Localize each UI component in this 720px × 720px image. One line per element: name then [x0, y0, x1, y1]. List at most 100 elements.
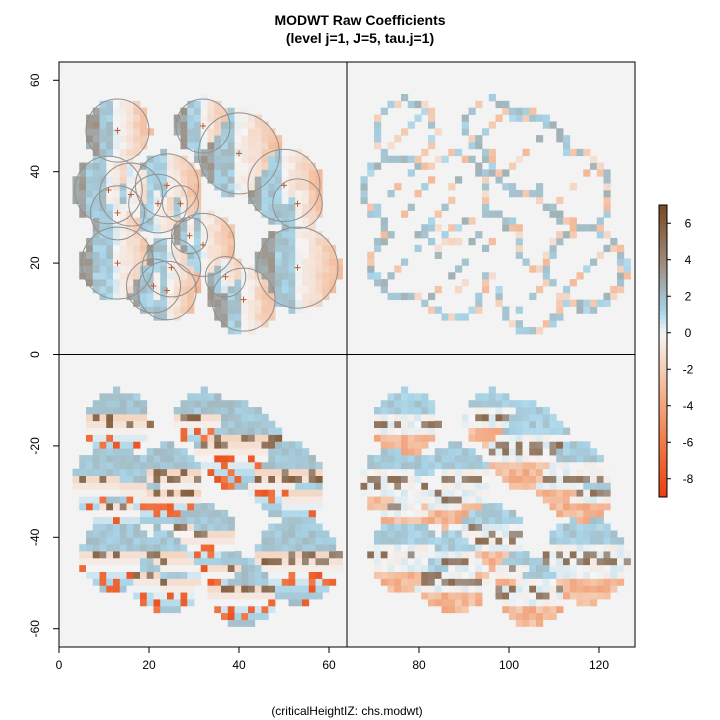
coefficient-cell — [160, 162, 168, 170]
coefficient-cell — [79, 557, 87, 566]
coefficient-cell — [113, 489, 121, 497]
coefficient-cell — [214, 162, 222, 170]
coefficient-cell — [113, 155, 121, 163]
coefficient-cell — [590, 537, 598, 545]
coefficient-cell — [248, 121, 256, 129]
coefficient-cell — [153, 244, 161, 253]
coefficient-cell — [522, 599, 530, 607]
coefficient-cell — [295, 224, 303, 232]
coefficient-cell — [603, 557, 611, 566]
coefficient-cell — [207, 299, 215, 307]
colorbar-segment — [659, 469, 667, 475]
coefficient-cell — [401, 530, 409, 538]
coefficient-cell — [315, 461, 323, 470]
coefficient-cell — [133, 203, 141, 211]
coefficient-cell — [221, 189, 229, 198]
coefficient-cell — [180, 509, 188, 518]
coefficient-cell — [281, 557, 289, 566]
coefficient-cell — [106, 244, 114, 253]
coefficient-cell — [295, 258, 303, 266]
coefficient-cell — [153, 564, 161, 572]
coefficient-cell — [549, 420, 557, 429]
coefficient-cell — [428, 141, 436, 150]
coefficient-cell — [92, 448, 100, 456]
coefficient-cell — [173, 455, 181, 463]
coefficient-cell — [221, 285, 229, 294]
coefficient-cell — [374, 461, 382, 470]
coefficient-cell — [92, 455, 100, 463]
coefficient-cell — [241, 114, 249, 122]
coefficient-cell — [194, 441, 202, 449]
colorbar-tick-label: 0 — [685, 326, 692, 340]
coefficient-cell — [187, 217, 195, 225]
coefficient-cell — [234, 400, 242, 408]
coefficient-cell — [227, 162, 235, 170]
coefficient-cell — [563, 292, 571, 301]
coefficient-cell — [414, 496, 422, 504]
coefficient-cell — [569, 224, 577, 232]
coefficient-cell — [227, 251, 235, 259]
coefficient-cell — [502, 599, 510, 607]
coefficient-cell — [227, 400, 235, 408]
coefficient-cell — [374, 279, 382, 287]
coefficient-cell — [495, 393, 503, 401]
coefficient-cell — [99, 530, 107, 538]
coefficient-cell — [367, 489, 375, 497]
coefficient-cell — [482, 203, 490, 211]
coefficient-cell — [563, 571, 571, 579]
coefficient-cell — [380, 237, 388, 246]
coefficient-cell — [254, 468, 262, 477]
coefficient-cell — [86, 496, 94, 504]
coefficient-cell — [126, 217, 134, 225]
coefficient-cell — [113, 427, 121, 435]
coefficient-cell — [146, 571, 154, 579]
coefficient-cell — [374, 427, 382, 435]
coefficient-cell — [113, 448, 121, 456]
coefficient-cell — [509, 605, 517, 614]
coefficient-cell — [576, 578, 584, 586]
coefficient-cell — [227, 516, 235, 525]
coefficient-cell — [214, 605, 222, 614]
coefficient-cell — [92, 482, 100, 490]
coefficient-cell — [99, 189, 107, 198]
coefficient-cell — [133, 231, 141, 239]
coefficient-cell — [99, 100, 107, 109]
coefficient-cell — [387, 551, 395, 559]
coefficient-cell — [275, 461, 283, 470]
coefficient-cell — [99, 393, 107, 401]
coefficient-cell — [99, 448, 107, 456]
coefficient-cell — [302, 578, 310, 586]
coefficient-cell — [509, 320, 517, 328]
coefficient-cell — [207, 128, 215, 136]
coefficient-cell — [482, 244, 490, 253]
coefficient-cell — [428, 217, 436, 225]
coefficient-cell — [461, 468, 469, 477]
coefficient-cell — [221, 313, 229, 321]
coefficient-cell — [434, 592, 442, 600]
coefficient-cell — [387, 509, 395, 518]
coefficient-cell — [475, 544, 483, 552]
coefficient-cell — [617, 564, 625, 572]
colorbar-segment — [659, 392, 667, 398]
coefficient-cell — [268, 551, 276, 559]
coefficient-cell — [374, 557, 382, 566]
coefficient-cell — [187, 489, 195, 497]
coefficient-cell — [569, 461, 577, 470]
coefficient-cell — [308, 210, 316, 218]
x-tick-label: 20 — [142, 658, 156, 672]
coefficient-cell — [549, 475, 557, 483]
coefficient-cell — [99, 578, 107, 586]
coefficient-cell — [160, 592, 168, 600]
coefficient-cell — [221, 407, 229, 415]
coefficient-cell — [281, 564, 289, 572]
coefficient-cell — [394, 551, 402, 559]
coefficient-cell — [200, 393, 208, 401]
coefficient-cell — [563, 489, 571, 497]
coefficient-cell — [556, 313, 564, 321]
coefficient-cell — [86, 258, 94, 266]
coefficient-cell — [214, 393, 222, 401]
coefficient-cell — [180, 224, 188, 232]
coefficient-cell — [482, 461, 490, 470]
coefficient-cell — [421, 468, 429, 477]
colorbar-segment — [659, 396, 667, 402]
